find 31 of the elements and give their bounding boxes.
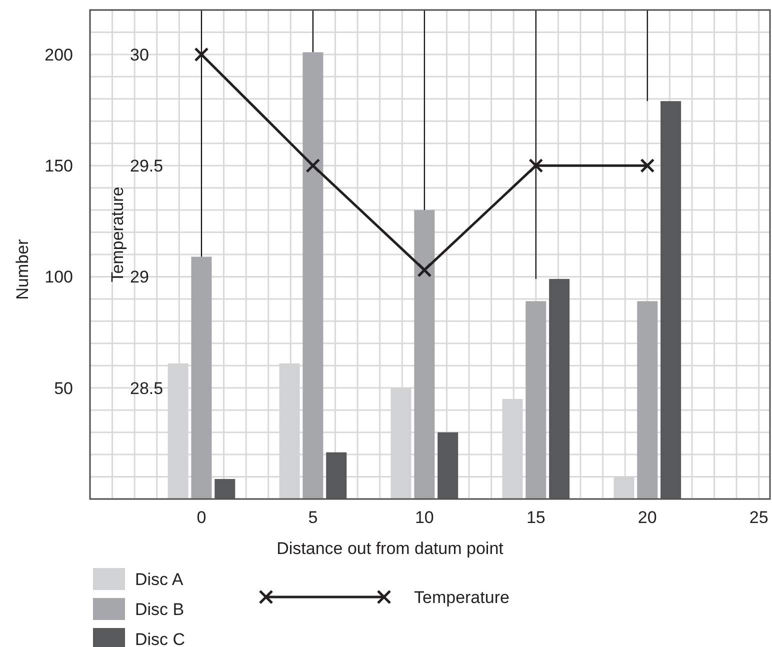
- x-axis-title: Distance out from datum point: [276, 539, 504, 558]
- bar: [414, 210, 435, 499]
- y2-tick-label: 30: [130, 45, 149, 64]
- legend-label: Disc A: [135, 570, 184, 589]
- y-tick-label: 50: [54, 378, 73, 398]
- x-tick-label: 5: [308, 508, 318, 527]
- x-tick-label: 15: [526, 508, 546, 527]
- bar: [191, 256, 212, 499]
- point: [194, 47, 209, 62]
- y-tick-label: 200: [44, 45, 73, 64]
- legend-label: Disc C: [135, 630, 186, 647]
- point: [306, 158, 320, 173]
- y-axis-title: Number: [13, 238, 32, 300]
- y2-tick-label: 29: [130, 268, 149, 287]
- legend-label: Temperature: [414, 588, 510, 607]
- x-tick-label: 25: [749, 508, 768, 527]
- y2-tick-label: 29.5: [130, 156, 164, 176]
- x-tick-label: 10: [414, 508, 434, 527]
- x-tick-label: 0: [196, 508, 206, 527]
- bar: [526, 301, 546, 499]
- legend-label: Disc B: [135, 600, 184, 619]
- point: [417, 262, 432, 278]
- point: [640, 158, 655, 173]
- bar: [302, 52, 324, 499]
- y2-axis-title: Temperature: [108, 186, 127, 282]
- y-tick-label: 150: [44, 156, 73, 176]
- y2-tick-label: 28.5: [130, 378, 164, 398]
- bar: [637, 301, 658, 499]
- y-tick-label: 100: [44, 268, 73, 287]
- point: [528, 158, 544, 173]
- x-tick-label: 20: [638, 508, 657, 527]
